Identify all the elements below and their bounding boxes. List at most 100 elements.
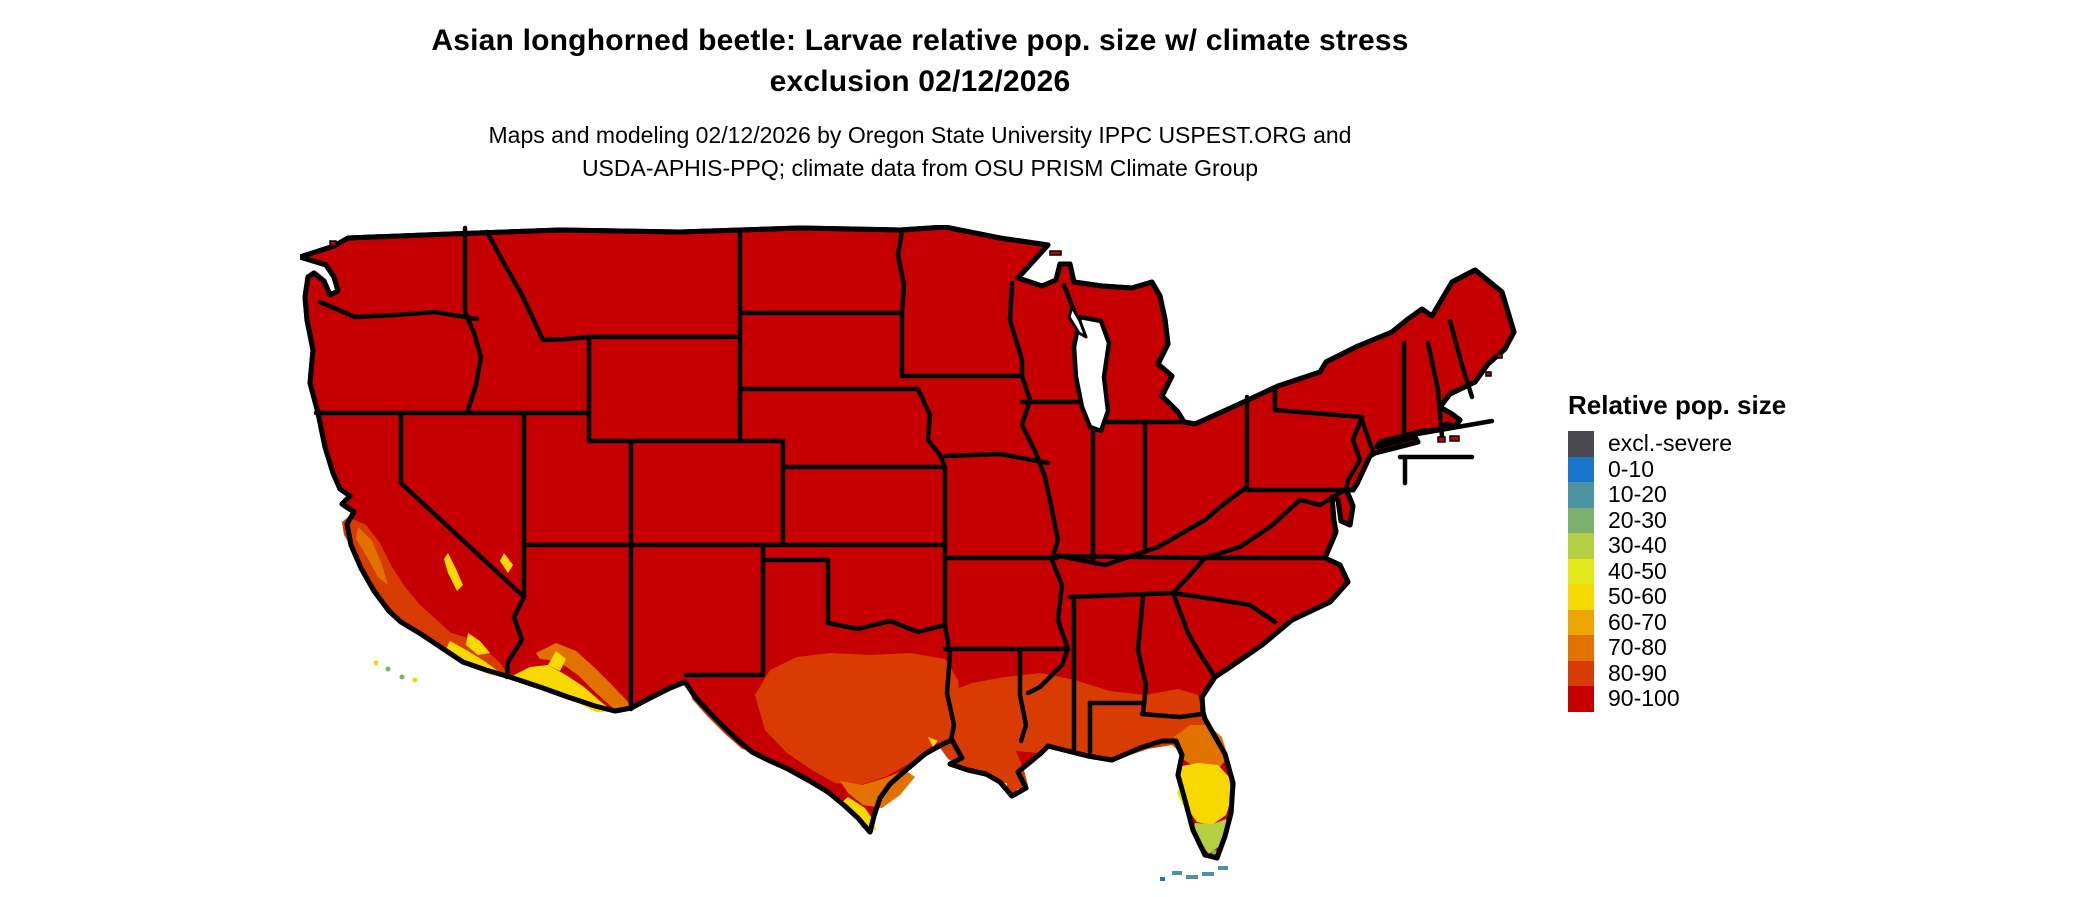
legend-label: 80-90 — [1608, 659, 1667, 686]
map-subtitle: Maps and modeling 02/12/2026 by Oregon S… — [488, 121, 1352, 182]
legend-row: 0-10 — [1568, 456, 1868, 482]
patch-keys-teal2 — [1186, 875, 1198, 879]
border-ma-north — [1397, 418, 1495, 440]
legend-label: 60-70 — [1608, 608, 1667, 635]
island-maine-coast2 — [1496, 353, 1503, 359]
patch-arizona-yellow-lobe — [548, 651, 566, 671]
patch-sierra-yellow — [444, 553, 463, 591]
green-bay — [1067, 305, 1088, 339]
legend-row: 20-30 — [1568, 506, 1868, 533]
legend-row: 60-70 — [1568, 608, 1868, 635]
island-isle-royale — [1049, 250, 1062, 256]
lake-michigan — [1071, 314, 1112, 434]
island-nantucket — [1449, 435, 1460, 442]
island-san-juan — [329, 240, 337, 247]
legend-label: excl.-severe — [1608, 430, 1732, 457]
patch-keys-blue — [1160, 877, 1165, 881]
legend: Relative pop. size excl.-severe 0-10 10-… — [1568, 390, 1868, 712]
islands — [329, 240, 1503, 443]
patch-socal-orangered — [438, 630, 508, 675]
border-nm-tx — [683, 542, 766, 678]
patch-florida-green2 — [1211, 849, 1217, 855]
border-nc-sc — [1170, 590, 1278, 625]
border-id-mt — [484, 229, 592, 343]
patch-keys-teal3 — [1202, 872, 1214, 876]
legend-label: 30-40 — [1608, 532, 1667, 559]
border-al-ga — [1135, 594, 1149, 717]
legend-label: 10-20 — [1608, 481, 1667, 508]
patch-channel-yellow1 — [373, 660, 379, 666]
us-map — [297, 224, 1540, 892]
border-ny-pa — [1272, 385, 1365, 420]
legend-row: 50-60 — [1568, 583, 1868, 610]
patch-arizona-yellow — [514, 665, 614, 712]
map-title: Asian longhorned beetle: Larvae relative… — [431, 24, 1409, 99]
legend-swatch-30-40 — [1568, 533, 1594, 559]
border-tn-south — [1067, 590, 1176, 600]
legend-row: 30-40 — [1568, 532, 1868, 559]
legend-swatch-10-20 — [1568, 482, 1594, 508]
us-outline-stroke — [297, 224, 1517, 861]
patch-nv-border-yellow — [500, 553, 513, 573]
island-maine-coast1 — [1485, 371, 1492, 377]
patch-channel-green1 — [385, 666, 391, 672]
border-ny-nj — [1359, 417, 1376, 455]
legend-swatch-excl.-severe — [1568, 431, 1594, 457]
border-ia-ne-missouri — [915, 386, 948, 470]
border-mn-wi — [1007, 280, 1025, 379]
legend-swatch-90-100 — [1568, 686, 1594, 712]
patch-houston-yellow — [928, 737, 938, 747]
legend-label: 40-50 — [1608, 557, 1667, 584]
border-ar-west — [942, 542, 957, 743]
legend-label: 70-80 — [1608, 634, 1667, 661]
legend-swatch-0-10 — [1568, 456, 1594, 482]
patch-socal-yellow — [446, 641, 506, 677]
legend-row: 40-50 — [1568, 557, 1868, 584]
legend-swatch-20-30 — [1568, 507, 1594, 533]
border-wa-or — [317, 299, 480, 322]
border-ia-mo — [942, 451, 1051, 466]
border-ca-nv — [398, 410, 527, 600]
border-wa-id — [462, 225, 484, 416]
legend-row: 10-20 — [1568, 481, 1868, 508]
patch-keys-teal1 — [1172, 871, 1182, 875]
legend-title: Relative pop. size — [1568, 390, 1787, 420]
legend-swatch-60-70 — [1568, 609, 1594, 635]
legend-label: 20-30 — [1608, 506, 1667, 533]
border-mississippi-river — [1019, 373, 1071, 696]
legend-label: 50-60 — [1608, 583, 1667, 610]
patch-channel-yellow2 — [412, 677, 418, 683]
legend-swatch-40-50 — [1568, 558, 1594, 584]
header: Asian longhorned beetle: Larvae relative… — [300, 20, 1540, 185]
legend-label: 90-100 — [1608, 685, 1680, 712]
border-ga-fl — [1139, 711, 1205, 720]
border-mn-nd — [895, 228, 907, 316]
border-ga-sc — [1170, 590, 1218, 680]
patch-socal-yellow2 — [466, 633, 490, 655]
legend-items: excl.-severe 0-10 10-20 20-30 30-40 40-5… — [1568, 430, 1868, 712]
legend-swatch-70-80 — [1568, 635, 1594, 661]
patch-channel-green2 — [399, 674, 405, 680]
legend-swatch-50-60 — [1568, 584, 1594, 610]
border-ca-az — [504, 594, 527, 680]
border-wv-va — [1202, 497, 1303, 561]
legend-row: 70-80 — [1568, 634, 1868, 661]
patch-florida-yellow — [1177, 763, 1232, 825]
border-nj-pa — [1343, 414, 1365, 494]
border-red-river — [825, 618, 948, 635]
patch-texas-orangered — [755, 653, 960, 785]
border-md-va-potomac — [1297, 487, 1348, 508]
patch-texas-yellow — [841, 797, 876, 831]
patch-central-valley-orange — [356, 527, 388, 585]
legend-row: 80-90 — [1568, 659, 1868, 686]
border-nh-me — [1447, 318, 1475, 400]
border-vt-nh — [1425, 340, 1445, 440]
legend-row: 90-100 — [1568, 685, 1868, 712]
patch-keys-teal4 — [1218, 866, 1228, 870]
border-la-ms — [1017, 646, 1029, 744]
state-borders — [313, 225, 1495, 755]
legend-swatch-80-90 — [1568, 660, 1594, 686]
island-marthas-vineyard — [1437, 436, 1446, 443]
us-map-svg — [297, 224, 1517, 881]
